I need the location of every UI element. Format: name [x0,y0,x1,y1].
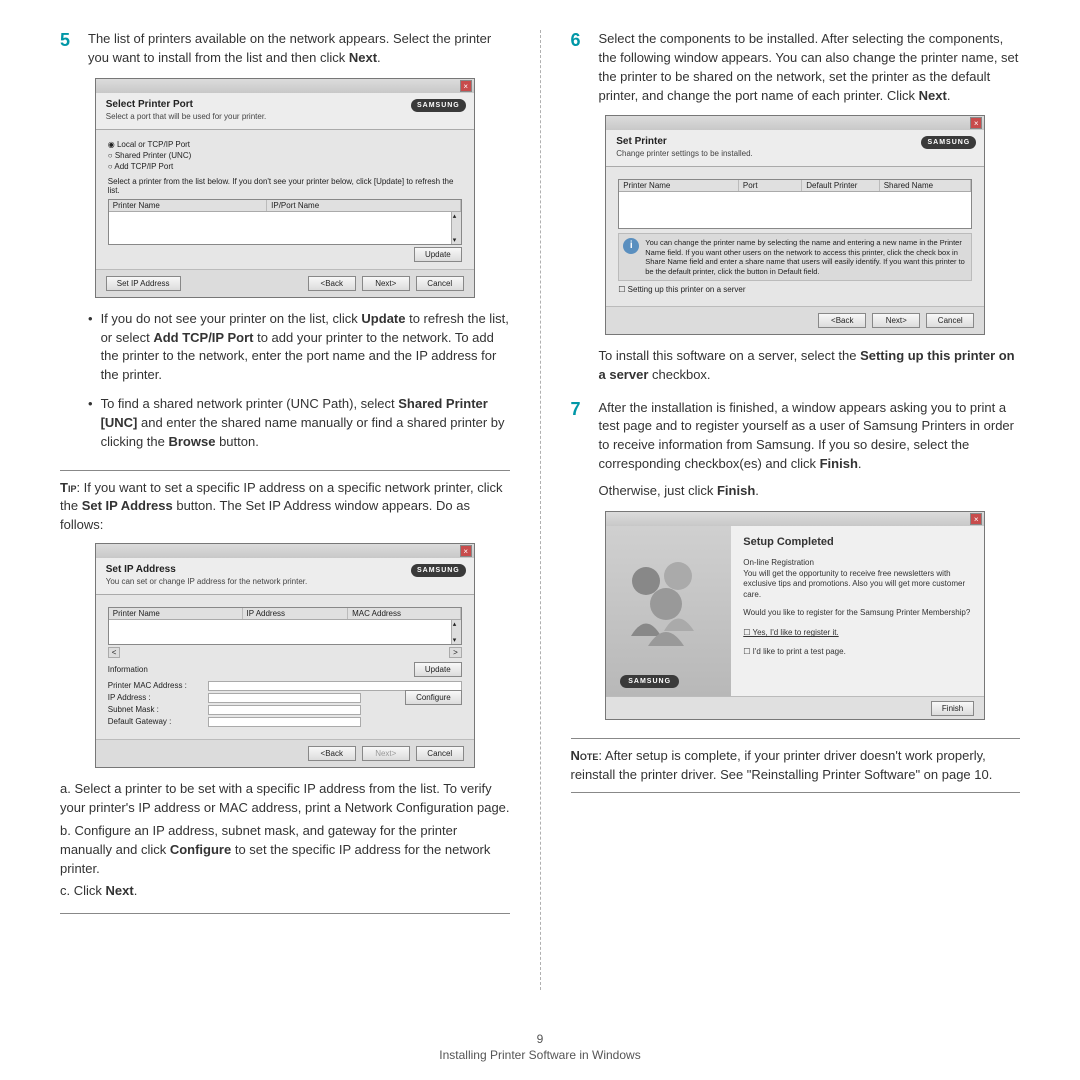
server-install-note: To install this software on a server, se… [599,347,1021,385]
step-text: Select the components to be installed. A… [599,30,1021,105]
gateway-label: Default Gateway : [108,717,208,727]
radio-shared-unc[interactable]: Shared Printer (UNC) [108,151,462,160]
bullet-shared-unc: To find a shared network printer (UNC Pa… [88,395,510,452]
close-icon[interactable]: × [460,80,472,92]
samsung-logo: SAMSUNG [411,564,466,577]
next-button[interactable]: Next> [362,746,410,761]
samsung-logo: SAMSUNG [921,136,976,149]
cancel-button[interactable]: Cancel [416,746,464,761]
substep-a: a. Select a printer to be set with a spe… [60,780,510,818]
ip-label: IP Address : [108,693,208,703]
scrollbar[interactable] [451,212,461,244]
step-number: 6 [571,30,599,51]
radio-tcp-ip[interactable]: Local or TCP/IP Port [108,140,462,149]
registration-heading: On-line Registration [743,558,972,567]
back-button[interactable]: <Back [818,313,866,328]
next-button[interactable]: Next> [872,313,920,328]
samsung-logo: SAMSUNG [411,99,466,112]
col-ip-port: IP/Port Name [267,200,461,211]
back-button[interactable]: <Back [308,746,356,761]
footer-title: Installing Printer Software in Windows [0,1048,1080,1062]
set-ip-button[interactable]: Set IP Address [106,276,181,291]
subnet-field[interactable] [208,705,361,715]
mac-label: Printer MAC Address : [108,681,208,691]
substep-b: b. Configure an IP address, subnet mask,… [60,822,510,879]
update-button[interactable]: Update [414,662,462,677]
step-text: After the installation is finished, a wi… [599,399,1021,501]
step-7: 7 After the installation is finished, a … [571,399,1021,501]
tip-box: Tip: If you want to set a specific IP ad… [60,470,510,915]
cancel-button[interactable]: Cancel [926,313,974,328]
info-label: Information [108,665,148,674]
info-panel: i You can change the printer name by sel… [618,233,972,281]
checkbox-test-page[interactable]: I'd like to print a test page. [743,647,972,656]
update-button[interactable]: Update [414,247,462,262]
setup-title: Setup Completed [743,536,972,548]
info-icon: i [623,238,639,254]
note-box: Note: After setup is complete, if your p… [571,738,1021,794]
dialog-set-ip-address: × SAMSUNG Set IP Address You can set or … [95,543,475,768]
dialog-subtitle: Change printer settings to be installed. [616,149,974,158]
radio-add-tcp-ip[interactable]: Add TCP/IP Port [108,162,462,171]
right-column: 6 Select the components to be installed.… [571,30,1021,990]
step-5: 5 The list of printers available on the … [60,30,510,68]
column-divider [540,30,541,990]
dialog-subtitle: Select a port that will be used for your… [106,112,464,121]
dialog-select-printer-port: × SAMSUNG Select Printer Port Select a p… [95,78,475,298]
col-shared-name: Shared Name [880,180,972,191]
cancel-button[interactable]: Cancel [416,276,464,291]
step-number: 5 [60,30,88,51]
step-6: 6 Select the components to be installed.… [571,30,1021,105]
checkbox-server[interactable]: Setting up this printer on a server [618,285,972,294]
col-mac-address: MAC Address [348,608,461,619]
dialog-setup-completed: × SAMSUNG Setup Completed On-line Re [605,511,985,720]
col-printer-name: Printer Name [109,608,243,619]
configure-button[interactable]: Configure [405,690,462,705]
info-text: You can change the printer name by selec… [645,238,967,276]
samsung-logo: SAMSUNG [620,675,679,688]
people-icon [616,556,716,646]
back-button[interactable]: <Back [308,276,356,291]
close-icon[interactable]: × [460,545,472,557]
step-number: 7 [571,399,599,420]
page-footer: 9 Installing Printer Software in Windows [0,1032,1080,1062]
ip-field[interactable] [208,693,361,703]
col-printer-name: Printer Name [109,200,267,211]
scrollbar[interactable] [451,620,461,644]
dialog-titlebar: × [96,79,474,93]
substep-c: c. Click Next. [60,882,510,901]
bullet-list: If you do not see your printer on the li… [88,310,510,452]
dialog-set-printer: × SAMSUNG Set Printer Change printer set… [605,115,985,335]
checkbox-register[interactable]: Yes, I'd like to register it. [743,628,972,637]
subnet-label: Subnet Mask : [108,705,208,715]
printer-settings-list[interactable]: Printer Name Port Default Printer Shared… [618,179,972,229]
tip-label: Tip [60,480,76,495]
finish-button[interactable]: Finish [931,701,974,716]
printer-listbox[interactable]: Printer Name IP Address MAC Address [108,607,462,645]
page-number: 9 [0,1032,1080,1046]
close-icon[interactable]: × [970,513,982,525]
registration-text: You will get the opportunity to receive … [743,569,972,600]
printer-listbox[interactable]: Printer Name IP/Port Name [108,199,462,245]
next-button[interactable]: Next> [362,276,410,291]
col-ip-address: IP Address [243,608,349,619]
col-port: Port [739,180,802,191]
step-text: The list of printers available on the ne… [88,30,510,68]
col-default-printer: Default Printer [802,180,879,191]
bullet-update: If you do not see your printer on the li… [88,310,510,385]
close-icon[interactable]: × [970,117,982,129]
gateway-field[interactable] [208,717,361,727]
dialog-subtitle: You can set or change IP address for the… [106,577,464,586]
col-printer-name: Printer Name [619,180,739,191]
note-label: Note [571,748,599,763]
hint-text: Select a printer from the list below. If… [108,177,462,195]
left-column: 5 The list of printers available on the … [60,30,510,990]
membership-question: Would you like to register for the Samsu… [743,608,972,618]
